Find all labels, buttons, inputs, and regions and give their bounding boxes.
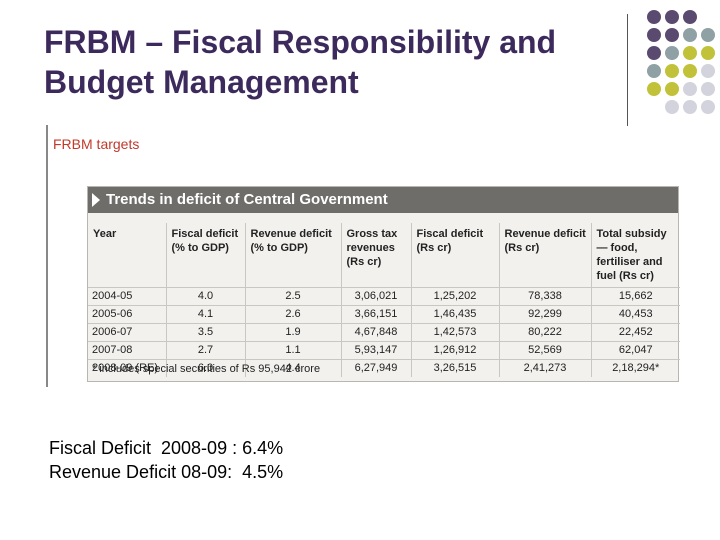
slide-title-line-2: Budget Management (44, 64, 359, 100)
table-cell: 6,27,949 (340, 359, 411, 377)
decorative-dot (647, 28, 661, 42)
table-cell-year: 2006-07 (92, 326, 133, 338)
table-cell: 2,18,294* (590, 359, 680, 377)
figure-caption: FRBM targets (53, 136, 140, 152)
col-header: Revenue deficit (Rs cr) (498, 223, 591, 288)
table-cell: 3.5 (165, 323, 245, 342)
summary-notes: Fiscal Deficit 2008-09 : 6.4% Revenue De… (49, 436, 283, 484)
table-cell: 80,222 (498, 323, 591, 342)
table-cell: 1.9 (244, 323, 341, 342)
decorative-dot (683, 28, 697, 42)
col-header: Gross tax revenues (Rs cr) (340, 223, 411, 288)
note-revenue-deficit: Revenue Deficit 08-09: 4.5% (49, 462, 284, 482)
table-cell: 6.0 (165, 359, 245, 377)
decorative-dot (665, 82, 679, 96)
table-cell: 2.6 (244, 305, 341, 324)
decorative-dot (701, 82, 715, 96)
table-cell: 2.7 (165, 341, 245, 360)
decorative-dot (683, 100, 697, 114)
decorative-dot (683, 46, 697, 60)
col-header: Fiscal deficit (Rs cr) (410, 223, 499, 288)
table-cell: 3,66,151 (340, 305, 411, 324)
table-row: 2006-07 3.5 1.9 4,67,848 1,42,573 80,222… (88, 323, 680, 342)
table-cell: 2,41,273 (498, 359, 591, 377)
table-cell: 5,93,147 (340, 341, 411, 360)
table-row: 2004-05 4.0 2.5 3,06,021 1,25,202 78,338… (88, 287, 680, 306)
table-cell: 92,299 (498, 305, 591, 324)
table-cell: 1.1 (244, 341, 341, 360)
figure-divider-line (46, 125, 48, 387)
table-cell: 1,25,202 (410, 287, 499, 306)
table-cell: 15,662 (590, 287, 680, 306)
note-fiscal-deficit: Fiscal Deficit 2008-09 : 6.4% (49, 438, 284, 458)
table-cell: 4.0 (165, 287, 245, 306)
table-cell: 4.1 (165, 305, 245, 324)
table-banner: Trends in deficit of Central Government (88, 187, 678, 213)
deficit-table: Year Fiscal deficit (% to GDP) Revenue d… (88, 223, 680, 377)
table-cell-year: 2004-05 (92, 290, 133, 302)
decorative-dot (683, 64, 697, 78)
table-cell: 22,452 (590, 323, 680, 342)
table-header-row: Year Fiscal deficit (% to GDP) Revenue d… (88, 223, 680, 288)
slide-title: FRBM – Fiscal Responsibility and Budget … (44, 22, 644, 102)
table-cell: 78,338 (498, 287, 591, 306)
decorative-dot (701, 28, 715, 42)
table-cell: 1,26,912 (410, 341, 499, 360)
table-cell: 4.4 (244, 359, 341, 377)
table-cell: 4,67,848 (340, 323, 411, 342)
col-header: Fiscal deficit (% to GDP) (165, 223, 245, 288)
table-cell: 3,26,515 (410, 359, 499, 377)
decorative-dot (701, 46, 715, 60)
table-cell-year: 2005-06 (92, 308, 133, 320)
table-footnote: * includes special securities of Rs 95,9… (92, 363, 321, 375)
title-divider-line (627, 14, 628, 126)
decorative-dot (647, 64, 661, 78)
table-row: 2008-09 (RE) 6.0 4.4 6,27,949 3,26,515 2… (88, 359, 680, 377)
table-row: 2005-06 4.1 2.6 3,66,151 1,46,435 92,299… (88, 305, 680, 324)
table-cell: 3,06,021 (340, 287, 411, 306)
table-cell: 1,42,573 (410, 323, 499, 342)
table-row: 2007-08 2.7 1.1 5,93,147 1,26,912 52,569… (88, 341, 680, 360)
slide-title-line-1: FRBM – Fiscal Responsibility and (44, 24, 557, 60)
decorative-dot (665, 28, 679, 42)
table-cell: 40,453 (590, 305, 680, 324)
decorative-dot (665, 100, 679, 114)
table-cell: 62,047 (590, 341, 680, 360)
decorative-dot (683, 10, 697, 24)
decorative-dot (665, 64, 679, 78)
decorative-dot (683, 82, 697, 96)
table-cell-year: 2007-08 (92, 344, 133, 356)
col-header: Total subsidy — food, fertiliser and fue… (590, 223, 680, 288)
deficit-table-panel: Trends in deficit of Central Government … (87, 186, 680, 382)
table-cell: 1,46,435 (410, 305, 499, 324)
decorative-dot (701, 64, 715, 78)
decorative-dot (647, 10, 661, 24)
table-cell: 2.5 (244, 287, 341, 306)
table-cell-year: 2008-09 (RE) (92, 362, 159, 374)
decorative-dot (647, 46, 661, 60)
decorative-dot (701, 100, 715, 114)
decorative-dot (647, 82, 661, 96)
col-header: Revenue deficit (% to GDP) (244, 223, 341, 288)
table-cell: 52,569 (498, 341, 591, 360)
decorative-dot (665, 46, 679, 60)
decorative-dot (665, 10, 679, 24)
col-header: Year (93, 228, 117, 240)
